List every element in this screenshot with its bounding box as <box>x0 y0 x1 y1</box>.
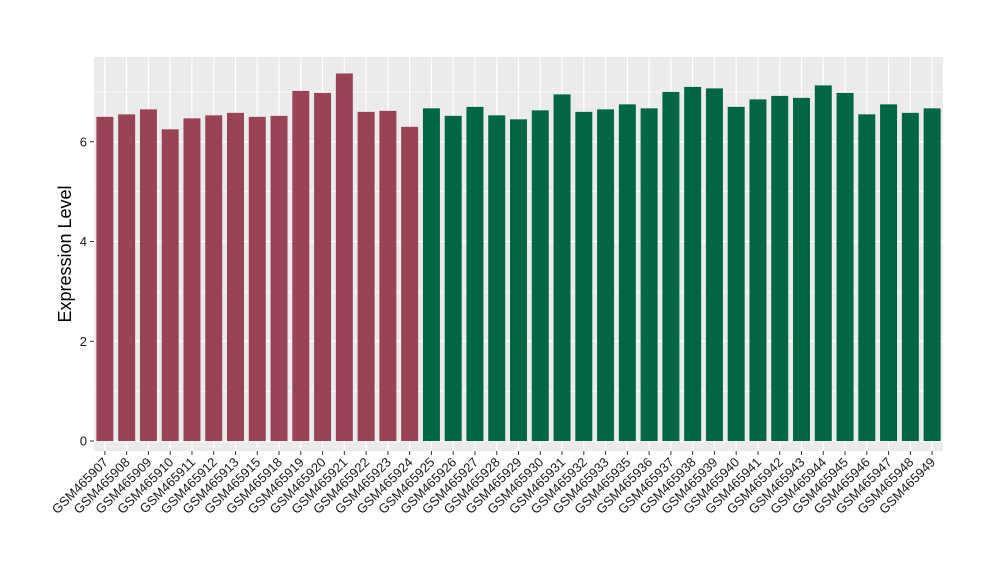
bar-GSM465948 <box>901 112 919 442</box>
bar-GSM465908 <box>118 114 136 442</box>
bar-GSM465912 <box>205 115 223 442</box>
bar-GSM465944 <box>814 85 832 442</box>
bar-GSM465910 <box>161 129 179 442</box>
bar-GSM465925 <box>422 108 440 442</box>
bar-GSM465941 <box>749 99 767 442</box>
bar-GSM465937 <box>662 91 680 442</box>
bar-GSM465938 <box>684 86 702 442</box>
bar-GSM465933 <box>597 109 615 442</box>
bar-GSM465922 <box>357 111 375 442</box>
bar-GSM465927 <box>466 106 484 442</box>
bar-GSM465918 <box>270 115 288 442</box>
bar-GSM465930 <box>531 110 549 442</box>
bar-GSM465932 <box>575 111 593 442</box>
x-axis: GSM465907GSM465908GSM465909GSM465910GSM4… <box>49 451 938 517</box>
y-axis: 0 2 4 6 <box>80 134 94 449</box>
bars <box>96 73 941 442</box>
y-tick-label: 0 <box>80 434 87 449</box>
bar-GSM465947 <box>880 104 898 442</box>
bar-GSM465924 <box>401 126 419 442</box>
bar-GSM465921 <box>335 73 353 442</box>
bar-GSM465936 <box>640 108 658 442</box>
y-tick-label: 4 <box>80 234 87 249</box>
bar-GSM465923 <box>379 110 397 442</box>
bar-GSM465928 <box>488 115 506 442</box>
y-tick-label: 2 <box>80 334 87 349</box>
bar-GSM465939 <box>705 88 723 442</box>
bar-GSM465946 <box>858 114 876 442</box>
bar-GSM465909 <box>139 109 157 442</box>
y-axis-title: Expression Level <box>55 185 75 322</box>
bar-GSM465926 <box>444 115 462 442</box>
bar-GSM465931 <box>553 94 571 442</box>
bar-GSM465911 <box>183 118 201 442</box>
bar-GSM465915 <box>248 116 266 442</box>
bar-GSM465943 <box>793 97 810 442</box>
y-tick-label: 6 <box>80 134 87 149</box>
bar-GSM465935 <box>618 104 636 442</box>
bar-GSM465940 <box>727 106 745 442</box>
bar-GSM465949 <box>923 108 941 442</box>
bar-GSM465919 <box>292 90 310 442</box>
bar-GSM465920 <box>314 92 332 442</box>
bar-GSM465942 <box>771 95 789 442</box>
bar-GSM465913 <box>227 112 244 442</box>
bar-GSM465945 <box>836 92 854 442</box>
bar-GSM465907 <box>96 116 114 442</box>
bar-GSM465929 <box>510 119 527 442</box>
